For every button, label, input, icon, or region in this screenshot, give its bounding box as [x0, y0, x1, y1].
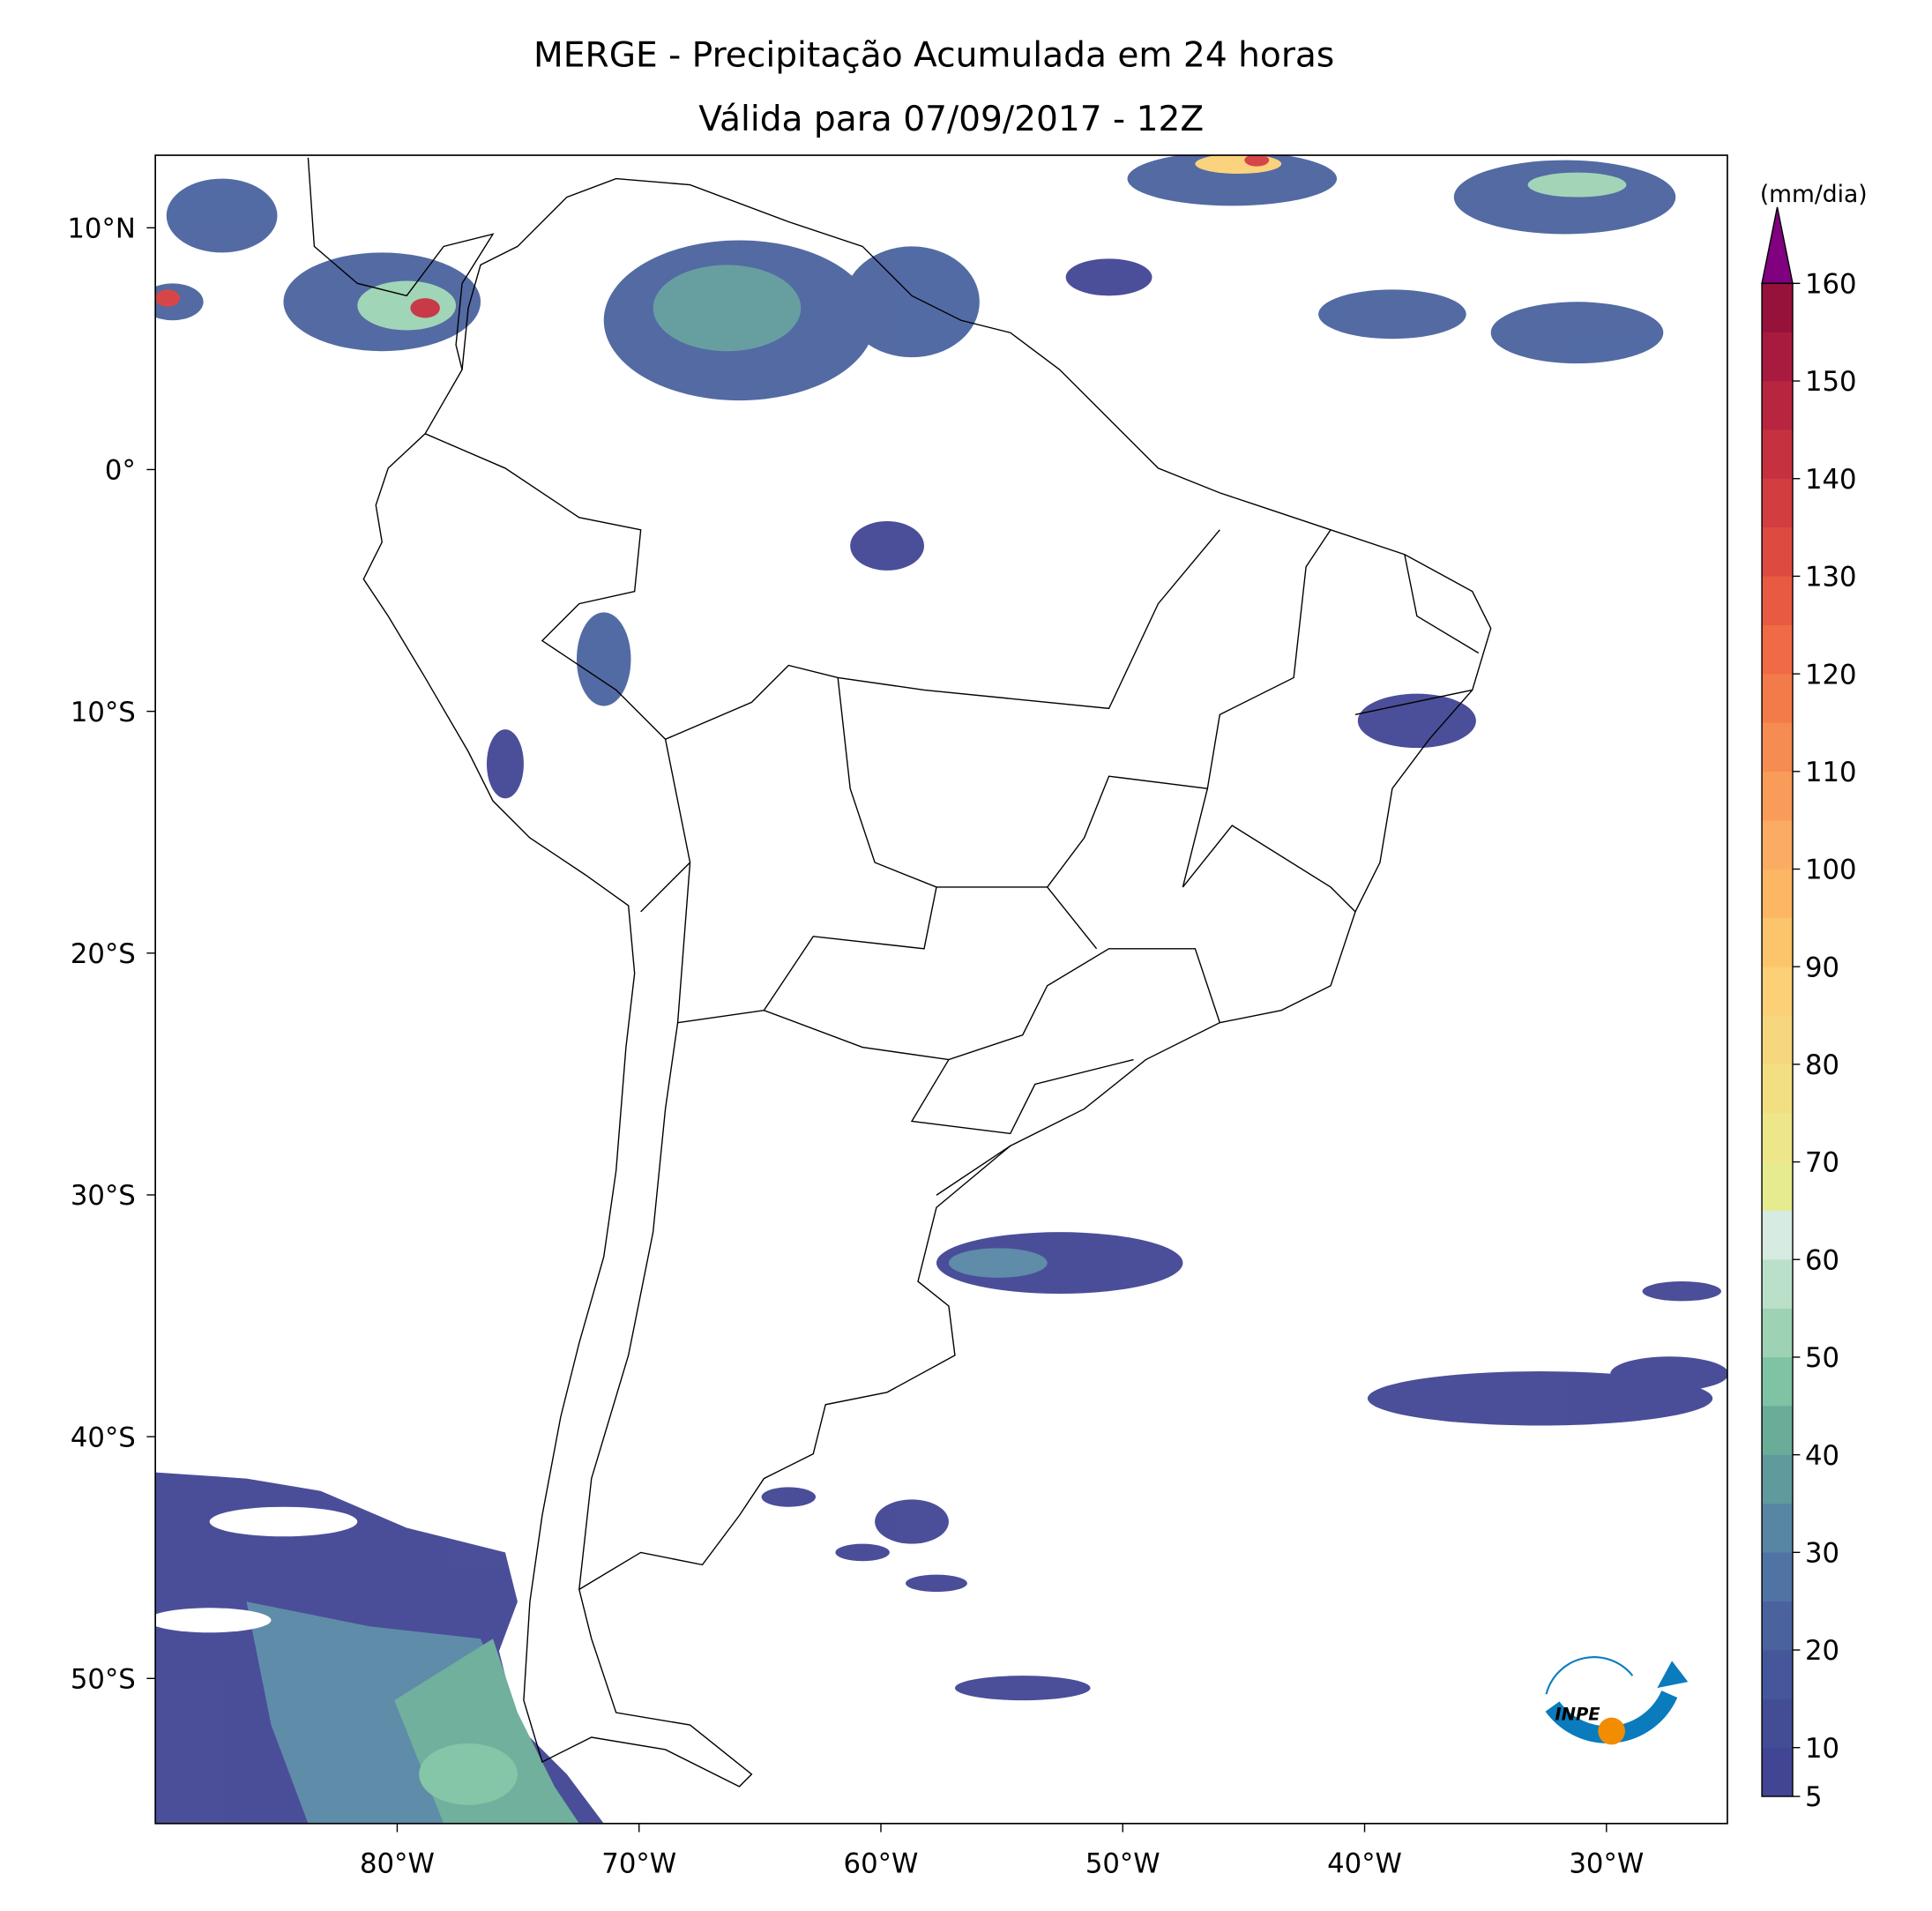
colorbar-tick-label: 50: [1805, 1342, 1839, 1374]
colorbar-frame: [1761, 282, 1794, 1797]
precipitation: [155, 155, 1727, 1824]
colorbar-band: [1761, 1454, 1794, 1504]
colorbar-band: [1761, 576, 1794, 625]
colorbar-band: [1761, 1210, 1794, 1260]
colorbar-band: [1761, 1503, 1794, 1553]
colorbar-band: [1761, 1649, 1794, 1699]
colorbar-band: [1761, 380, 1794, 430]
colorbar-band: [1761, 1064, 1794, 1114]
y-tick-label: 20°S: [71, 938, 136, 970]
colorbar-band: [1761, 1601, 1794, 1651]
y-tick-label: 10°S: [71, 697, 136, 728]
x-tick-label: 70°W: [601, 1848, 676, 1880]
y-tick-label: 10°N: [67, 213, 135, 244]
colorbar-tick-label: 110: [1805, 757, 1857, 788]
colorbar-band: [1761, 1406, 1794, 1455]
logo: INPE: [1545, 1656, 1689, 1745]
colorbar-tick-label: 80: [1805, 1049, 1839, 1081]
colorbar-band: [1761, 1308, 1794, 1358]
colorbar-band: [1761, 1356, 1794, 1407]
colorbar-tick-label: 10: [1805, 1733, 1839, 1765]
colorbar-tick-label: 150: [1805, 366, 1857, 398]
colorbar-tick-label: 140: [1805, 464, 1857, 496]
colorbar-band: [1761, 1113, 1794, 1162]
title: MERGE - Precipitação Acumulada em 24 hor…: [533, 35, 1334, 75]
subtitle: Válida para 07/09/2017 - 12Z: [698, 100, 1204, 139]
colorbar-tick-label: 130: [1805, 562, 1857, 593]
colorbar-tick-label: 160: [1805, 269, 1857, 301]
x-tick-label: 80°W: [360, 1848, 435, 1880]
logo-text: INPE: [1555, 1704, 1600, 1724]
colorbar-tick-label: 5: [1805, 1781, 1823, 1813]
colorbar-band: [1761, 283, 1794, 332]
colorbar-unit: (mm/dia): [1760, 181, 1868, 208]
colorbar-band: [1761, 819, 1794, 870]
colorbar-band: [1761, 478, 1794, 528]
colorbar-tick-label: 60: [1805, 1244, 1839, 1276]
colorbar-band: [1761, 771, 1794, 821]
colorbar-tick-label: 90: [1805, 952, 1839, 983]
colorbar-extend: [1761, 206, 1794, 285]
colorbar-band: [1761, 673, 1794, 723]
colorbar-tick-label: 70: [1805, 1147, 1839, 1179]
colorbar-band: [1761, 1259, 1794, 1309]
y-tick-label: 30°S: [71, 1180, 136, 1212]
colorbar-band: [1761, 722, 1794, 773]
colorbar-tick-label: 20: [1805, 1635, 1839, 1667]
colorbar-band: [1761, 966, 1794, 1016]
colorbar-band: [1761, 1698, 1794, 1748]
colorbar-tick-label: 30: [1805, 1538, 1839, 1570]
x-tick-label: 30°W: [1569, 1848, 1644, 1880]
colorbar-band: [1761, 869, 1794, 919]
coastline: [307, 157, 1492, 1788]
x-tick-label: 50°W: [1085, 1848, 1160, 1880]
colorbar-tick-label: 100: [1805, 855, 1857, 886]
colorbar-band: [1761, 624, 1794, 675]
colorbar-band: [1761, 429, 1794, 479]
colorbar-band: [1761, 1015, 1794, 1065]
colorbar-band: [1761, 332, 1794, 382]
colorbar-band: [1761, 1747, 1794, 1797]
y-tick-label: 50°S: [71, 1663, 136, 1695]
map-frame: [154, 154, 1728, 1825]
colorbar-tick-label: 120: [1805, 659, 1857, 690]
colorbar-tick-label: 40: [1805, 1440, 1839, 1472]
y-tick-label: 0°: [105, 455, 136, 487]
colorbar-band: [1761, 1552, 1794, 1601]
colorbar-band: [1761, 526, 1794, 577]
x-tick-label: 40°W: [1327, 1848, 1402, 1880]
colorbar-band: [1761, 1161, 1794, 1212]
map-layer: [155, 155, 1727, 1824]
x-tick-label: 60°W: [844, 1848, 919, 1880]
y-tick-label: 40°S: [71, 1422, 136, 1453]
colorbar-band: [1761, 917, 1794, 967]
